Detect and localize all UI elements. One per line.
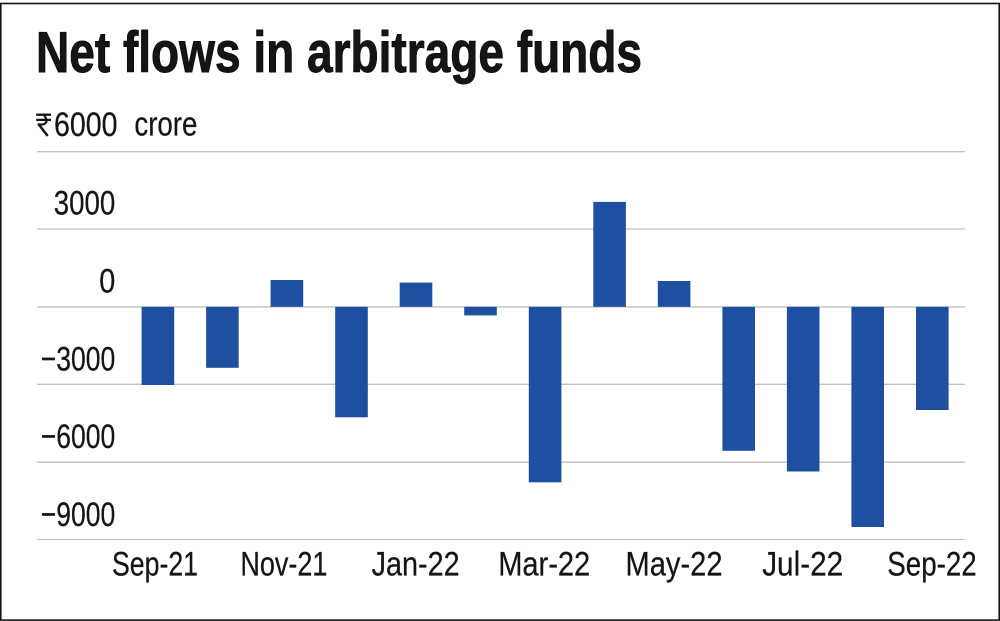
svg-text:May-22: May-22: [626, 546, 723, 584]
svg-text:Net flows in arbitrage funds: Net flows in arbitrage funds: [36, 21, 642, 85]
svg-text:Mar-22: Mar-22: [498, 546, 590, 584]
svg-text:Jul-22: Jul-22: [762, 546, 843, 584]
svg-text:−3000: −3000: [41, 340, 116, 378]
svg-text:Sep-21: Sep-21: [112, 546, 198, 584]
svg-text:−6000: −6000: [41, 418, 116, 456]
svg-text:0: 0: [99, 262, 115, 300]
svg-text:3000: 3000: [54, 184, 116, 222]
svg-text:6000: 6000: [54, 106, 118, 144]
svg-text:Jan-22: Jan-22: [372, 546, 460, 584]
svg-text:−9000: −9000: [41, 496, 116, 534]
svg-text:Sep-22: Sep-22: [887, 546, 977, 584]
svg-text:crore: crore: [134, 105, 197, 143]
svg-text:Nov-21: Nov-21: [240, 546, 327, 584]
